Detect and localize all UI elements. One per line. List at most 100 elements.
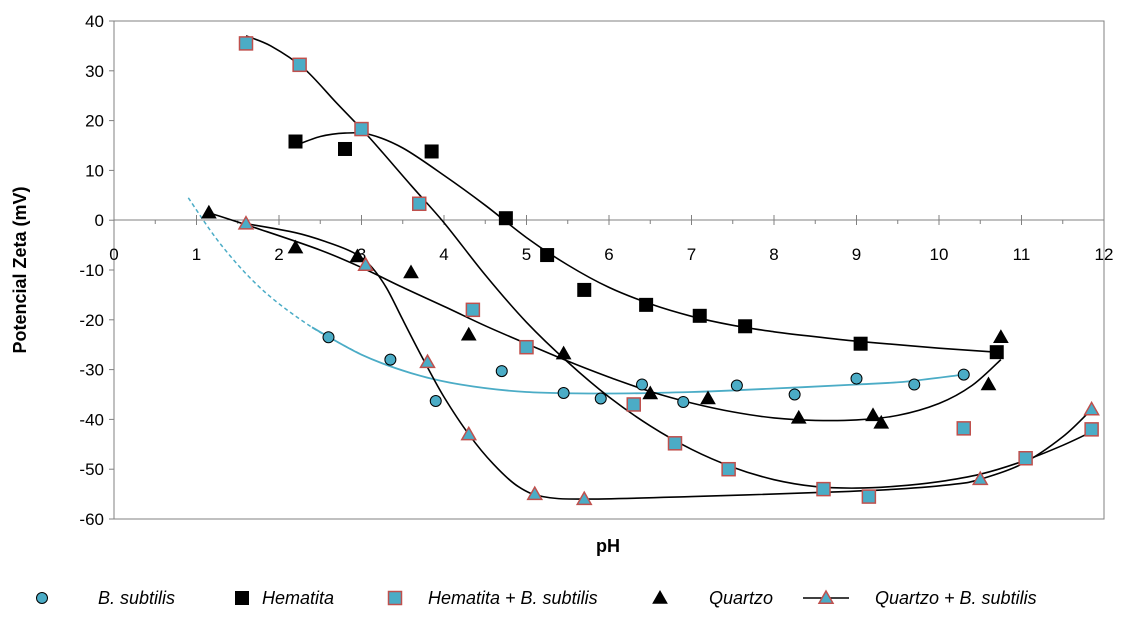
b-subtilis-point (788, 388, 801, 401)
legend-marker-quartzo (652, 589, 668, 604)
hematita-point (738, 319, 753, 334)
b-subtilis-point (429, 394, 442, 407)
legend-marker-quartzo-b-subtilis (817, 589, 835, 604)
quartzo-point (460, 326, 477, 341)
quartzo-point (865, 407, 881, 422)
quartzo-point (403, 264, 419, 279)
quartzo-point (790, 409, 807, 424)
hematita-b-subtilis-point (956, 421, 971, 436)
legend-marker-b-subtilis (36, 592, 48, 604)
x-tick-label: 1 (192, 245, 201, 264)
hematita-b-subtilis-point (1084, 422, 1099, 437)
y-tick-label: -50 (79, 460, 104, 479)
hematita-b-subtilis-point (519, 339, 534, 355)
x-axis-title: pH (596, 536, 620, 556)
x-tick-label: 3 (357, 245, 366, 264)
hematita-point (338, 141, 352, 156)
quartzo-b-subtilis-point (460, 425, 478, 441)
quartzo-point (980, 376, 997, 391)
plot-frame (113, 20, 1105, 520)
b-subtilis-point (495, 365, 508, 378)
quartzo-b-subtilis-point (419, 353, 436, 369)
x-tick-label: 7 (687, 245, 696, 264)
quartzo-point (287, 239, 304, 254)
y-tick-label: -20 (79, 311, 104, 330)
y-tick-label: 20 (85, 112, 104, 131)
hematita-b-subtilis-point (465, 302, 481, 318)
quartzo-b-subtilis-point (971, 470, 989, 486)
legend: B. subtilis Hematita Hematita + B. subtili… (36, 588, 1037, 608)
b-subtilis-point (850, 372, 863, 385)
hematita-point (639, 297, 654, 312)
trendline-b-subtilis (311, 326, 964, 395)
hematita-b-subtilis-point (238, 36, 254, 51)
hematita-point (540, 248, 555, 263)
x-tick-label: 4 (439, 245, 448, 264)
hematita-point (577, 282, 592, 297)
x-tick-label: 11 (1013, 245, 1031, 264)
plot-area: 0 1 2 3 4 5 6 7 8 9 10 11 12403020100-10-20-30-40-50… (79, 12, 1113, 529)
x-tick-label: 8 (769, 245, 778, 264)
x-tick-label: 5 (522, 245, 531, 264)
hematita-point (288, 134, 303, 149)
b-subtilis-point (957, 368, 970, 381)
trendline-hematita (295, 131, 997, 353)
legend-label-hematita: Hematita (262, 588, 334, 608)
hematita-b-subtilis-point (667, 436, 683, 451)
quartzo-point (642, 385, 659, 400)
trendline-hematita-b-subtilis (245, 35, 1092, 489)
x-tick-label: 9 (852, 245, 861, 264)
hematita-point (989, 345, 1004, 360)
hematita-b-subtilis-point (816, 481, 831, 497)
b-subtilis-point (384, 353, 397, 366)
x-tick-label: 0 (109, 245, 118, 264)
y-tick-label: 0 (95, 211, 104, 230)
y-axis-title: Potencial Zeta (mV) (10, 186, 30, 353)
hematita-b-subtilis-point (721, 461, 736, 477)
x-tick-label: 12 (1095, 245, 1114, 264)
quartzo-b-subtilis-point (526, 485, 544, 501)
trendline-quartzo-b-subtilis (245, 222, 1093, 500)
hematita-point (692, 308, 707, 323)
b-subtilis-point (594, 392, 607, 405)
y-tick-label: -30 (79, 361, 104, 380)
x-tick-label: 10 (930, 245, 949, 264)
b-subtilis-point (730, 379, 743, 392)
trendline-b-subtilis-extrapolated (187, 197, 362, 356)
quartzo-point (349, 248, 366, 263)
hematita-b-subtilis-point (412, 196, 427, 212)
b-subtilis-point (636, 378, 648, 391)
quartzo-point (201, 204, 217, 219)
b-subtilis-point (677, 395, 690, 408)
quartzo-b-subtilis-point (237, 215, 255, 230)
hematita-b-subtilis-point (861, 489, 877, 504)
trendline-quartzo (208, 211, 1002, 422)
y-tick-label: -10 (79, 261, 104, 280)
hematita-point (498, 211, 513, 226)
hematita-b-subtilis-point (626, 397, 641, 412)
x-tick-label: 2 (274, 245, 283, 264)
legend-label-quartzo-b-subtilis: Quartzo + B. subtilis (875, 588, 1037, 608)
x-tick-label: 6 (604, 245, 613, 264)
legend-label-quartzo: Quartzo (709, 588, 773, 608)
y-tick-label: 10 (85, 161, 104, 180)
hematita-b-subtilis-point (1018, 450, 1033, 466)
quartzo-b-subtilis-point (1083, 400, 1100, 416)
quartzo-point (700, 390, 716, 405)
legend-label-b-subtilis: B. subtilis (98, 588, 175, 608)
legend-marker-hematita-b-subtilis (387, 590, 403, 606)
quartzo-point (873, 414, 890, 429)
hematita-point (853, 336, 868, 351)
hematita-point (424, 144, 439, 159)
quartzo-b-subtilis-point (575, 490, 593, 506)
y-tick-label: -60 (79, 510, 104, 529)
hematita-b-subtilis-point (292, 57, 307, 73)
legend-marker-hematita (235, 591, 249, 605)
b-subtilis-point (557, 387, 570, 400)
quartzo-point (555, 345, 572, 360)
y-tick-label: 30 (85, 62, 104, 81)
quartzo-point (993, 329, 1009, 343)
y-tick-label: 40 (85, 12, 104, 31)
b-subtilis-point (908, 378, 921, 391)
